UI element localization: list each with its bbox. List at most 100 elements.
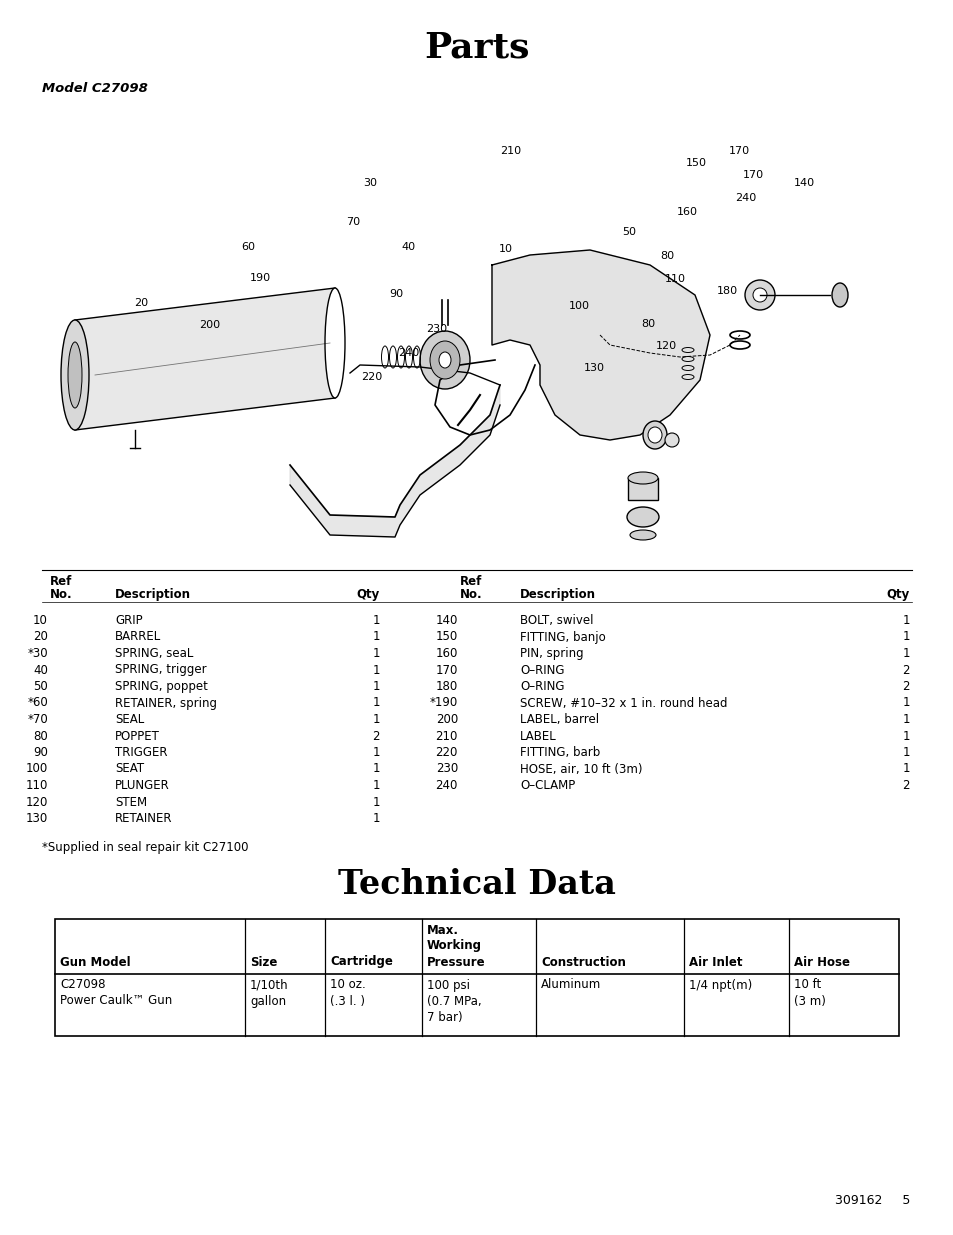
- Text: 1: 1: [902, 713, 909, 726]
- Text: 2: 2: [372, 730, 379, 742]
- Text: 50: 50: [33, 680, 48, 693]
- Text: 200: 200: [436, 713, 457, 726]
- Text: 10: 10: [33, 614, 48, 627]
- Text: 1: 1: [372, 746, 379, 760]
- Text: 309162     5: 309162 5: [834, 1194, 909, 1207]
- Text: 150: 150: [436, 631, 457, 643]
- Text: POPPET: POPPET: [115, 730, 160, 742]
- Text: 10: 10: [498, 245, 512, 254]
- Ellipse shape: [744, 280, 774, 310]
- Text: 160: 160: [436, 647, 457, 659]
- Text: Description: Description: [115, 588, 191, 601]
- Text: 110: 110: [664, 274, 685, 284]
- Text: 50: 50: [622, 227, 636, 237]
- Text: *190: *190: [429, 697, 457, 709]
- Ellipse shape: [68, 342, 82, 408]
- Text: 100: 100: [26, 762, 48, 776]
- Text: 120: 120: [655, 341, 676, 351]
- Text: 200: 200: [199, 320, 220, 330]
- Text: 70: 70: [346, 217, 359, 227]
- Text: SEAL: SEAL: [115, 713, 144, 726]
- Ellipse shape: [664, 433, 679, 447]
- Text: 40: 40: [401, 242, 415, 252]
- Text: 80: 80: [33, 730, 48, 742]
- Bar: [627, 478, 658, 500]
- Text: Parts: Parts: [424, 30, 529, 64]
- Text: 230: 230: [426, 324, 447, 333]
- Ellipse shape: [430, 341, 459, 379]
- Polygon shape: [492, 249, 709, 440]
- Text: 210: 210: [436, 730, 457, 742]
- Text: 2: 2: [902, 779, 909, 792]
- Text: 1: 1: [372, 663, 379, 677]
- Text: 190: 190: [250, 273, 271, 283]
- Text: FITTING, banjo: FITTING, banjo: [519, 631, 605, 643]
- Text: SPRING, trigger: SPRING, trigger: [115, 663, 207, 677]
- Text: 10 ft
(3 m): 10 ft (3 m): [794, 978, 825, 1008]
- Ellipse shape: [419, 331, 470, 389]
- Text: 170: 170: [728, 146, 749, 156]
- Ellipse shape: [61, 320, 89, 430]
- Text: SEAT: SEAT: [115, 762, 144, 776]
- Text: 220: 220: [361, 372, 382, 382]
- Ellipse shape: [752, 288, 766, 303]
- Text: 1: 1: [372, 614, 379, 627]
- Text: 10 oz.
(.3 l. ): 10 oz. (.3 l. ): [330, 978, 365, 1008]
- Text: LABEL: LABEL: [519, 730, 557, 742]
- Text: O–CLAMP: O–CLAMP: [519, 779, 575, 792]
- Text: Construction: Construction: [540, 956, 625, 968]
- Ellipse shape: [626, 508, 659, 527]
- Text: 1: 1: [372, 647, 379, 659]
- Text: 210: 210: [499, 146, 520, 156]
- Text: Aluminum: Aluminum: [540, 978, 600, 992]
- Text: *30: *30: [28, 647, 48, 659]
- Text: C27098
Power Caulk™ Gun: C27098 Power Caulk™ Gun: [60, 978, 172, 1008]
- Text: 1: 1: [372, 779, 379, 792]
- Text: 1: 1: [372, 697, 379, 709]
- Bar: [55, 919, 898, 1035]
- Text: STEM: STEM: [115, 795, 147, 809]
- Ellipse shape: [438, 352, 451, 368]
- Text: 120: 120: [26, 795, 48, 809]
- Text: Qty: Qty: [356, 588, 379, 601]
- Text: 1: 1: [372, 811, 379, 825]
- Text: No.: No.: [459, 588, 482, 601]
- Text: *70: *70: [28, 713, 48, 726]
- Text: Air Inlet: Air Inlet: [688, 956, 741, 968]
- Polygon shape: [290, 385, 499, 537]
- Text: 1: 1: [372, 680, 379, 693]
- Text: SPRING, seaL: SPRING, seaL: [115, 647, 193, 659]
- Text: RETAINER: RETAINER: [115, 811, 172, 825]
- Text: SCREW, #10–32 x 1 in. round head: SCREW, #10–32 x 1 in. round head: [519, 697, 727, 709]
- Ellipse shape: [642, 421, 666, 450]
- Text: 1: 1: [372, 631, 379, 643]
- Text: *60: *60: [28, 697, 48, 709]
- Text: 150: 150: [685, 158, 706, 168]
- Text: Model C27098: Model C27098: [42, 82, 148, 95]
- Text: Ref: Ref: [459, 576, 482, 588]
- Text: Cartridge: Cartridge: [330, 956, 393, 968]
- Text: 110: 110: [26, 779, 48, 792]
- Ellipse shape: [627, 472, 658, 484]
- Text: 80: 80: [641, 319, 655, 329]
- Text: Gun Model: Gun Model: [60, 956, 131, 968]
- Text: BARREL: BARREL: [115, 631, 161, 643]
- Text: 230: 230: [436, 762, 457, 776]
- Text: 90: 90: [33, 746, 48, 760]
- Text: 1: 1: [902, 631, 909, 643]
- Text: 1/10th
gallon: 1/10th gallon: [250, 978, 288, 1008]
- Text: Ref: Ref: [50, 576, 72, 588]
- Text: 1: 1: [372, 762, 379, 776]
- Text: 130: 130: [583, 363, 604, 373]
- Text: Max.
Working
Pressure: Max. Working Pressure: [427, 924, 485, 968]
- Text: 1: 1: [902, 730, 909, 742]
- Text: Technical Data: Technical Data: [337, 868, 616, 902]
- Text: SPRING, poppet: SPRING, poppet: [115, 680, 208, 693]
- Text: RETAINER, spring: RETAINER, spring: [115, 697, 216, 709]
- Ellipse shape: [831, 283, 847, 308]
- Text: 1: 1: [902, 762, 909, 776]
- Text: 20: 20: [33, 631, 48, 643]
- Text: PLUNGER: PLUNGER: [115, 779, 170, 792]
- Text: 60: 60: [241, 242, 254, 252]
- Text: 180: 180: [436, 680, 457, 693]
